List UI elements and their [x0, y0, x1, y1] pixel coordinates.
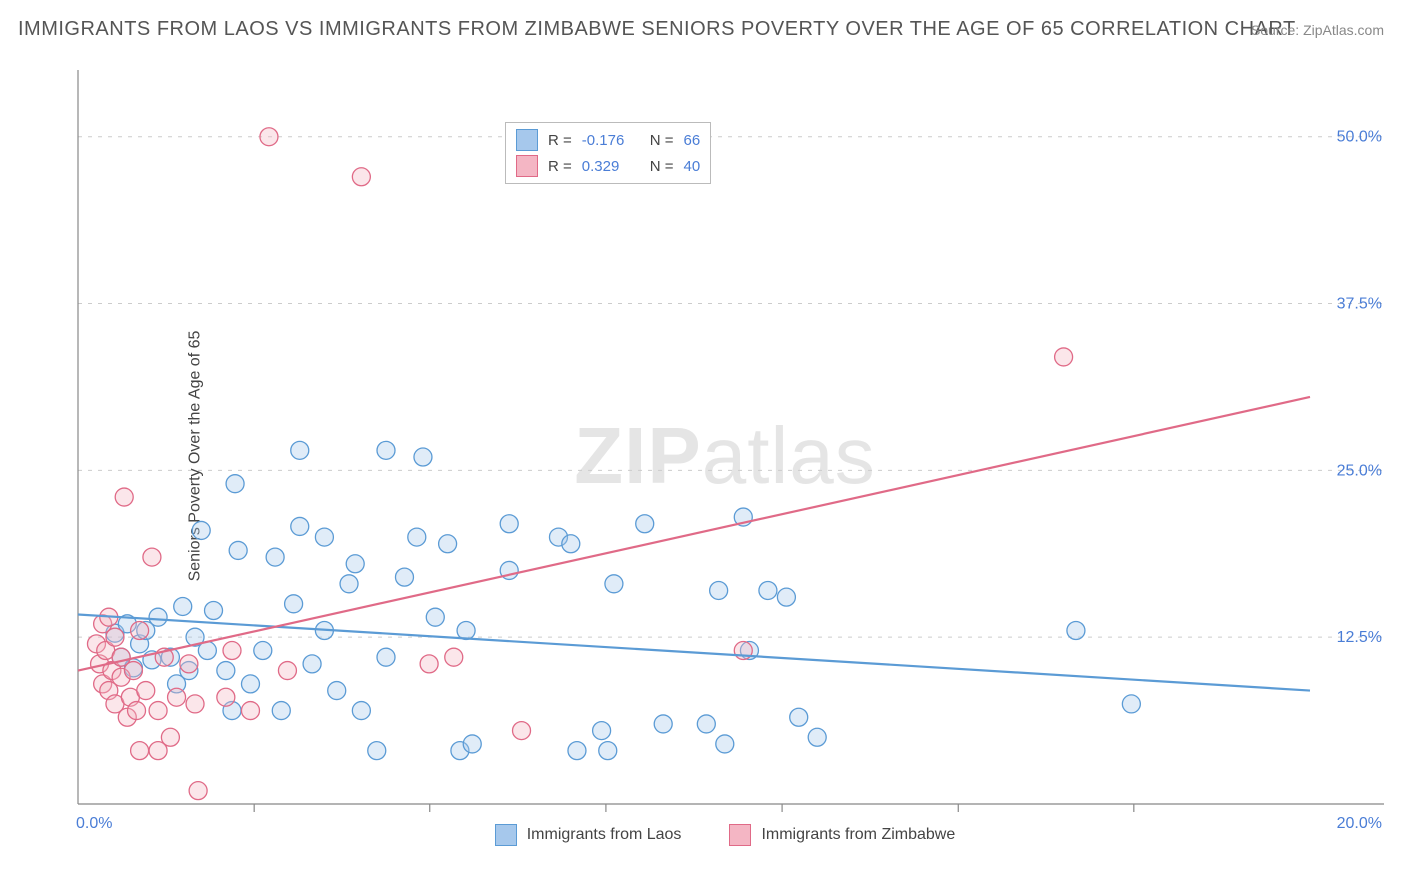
legend-r-value-1: -0.176	[582, 132, 640, 149]
legend-r-value-2: 0.329	[582, 158, 640, 175]
source-citation: Source: ZipAtlas.com	[1251, 22, 1384, 38]
legend-n-value-1: 66	[684, 132, 701, 149]
legend-r-label-2: R =	[548, 158, 572, 175]
svg-text:25.0%: 25.0%	[1337, 462, 1382, 479]
legend-n-label-2: N =	[650, 158, 674, 175]
legend-label-series1: Immigrants from Laos	[527, 826, 682, 844]
correlation-legend: R = -0.176 N = 66 R = 0.329 N = 40	[505, 122, 711, 184]
svg-text:37.5%: 37.5%	[1337, 296, 1382, 313]
legend-row-series2: R = 0.329 N = 40	[516, 153, 700, 179]
legend-row-series1: R = -0.176 N = 66	[516, 127, 700, 153]
legend-item-series2: Immigrants from Zimbabwe	[729, 824, 955, 846]
legend-item-series1: Immigrants from Laos	[495, 824, 682, 846]
legend-swatch-series1	[516, 129, 538, 151]
svg-text:50.0%: 50.0%	[1337, 129, 1382, 146]
source-name: ZipAtlas.com	[1303, 22, 1384, 38]
chart-title: IMMIGRANTS FROM LAOS VS IMMIGRANTS FROM …	[18, 18, 1296, 41]
legend-label-series2: Immigrants from Zimbabwe	[761, 826, 955, 844]
chart-container: IMMIGRANTS FROM LAOS VS IMMIGRANTS FROM …	[0, 0, 1406, 892]
legend-swatch-bottom-1	[495, 824, 517, 846]
legend-swatch-series2	[516, 155, 538, 177]
series-legend: Immigrants from Laos Immigrants from Zim…	[60, 824, 1390, 846]
legend-swatch-bottom-2	[729, 824, 751, 846]
legend-r-label-1: R =	[548, 132, 572, 149]
chart-svg: 12.5%25.0%37.5%50.0%0.0%20.0%	[60, 60, 1390, 852]
plot-area: Seniors Poverty Over the Age of 65 ZIPat…	[60, 60, 1390, 852]
svg-text:12.5%: 12.5%	[1337, 629, 1382, 646]
legend-n-value-2: 40	[684, 158, 701, 175]
legend-n-label-1: N =	[650, 132, 674, 149]
source-label: Source:	[1251, 22, 1303, 38]
